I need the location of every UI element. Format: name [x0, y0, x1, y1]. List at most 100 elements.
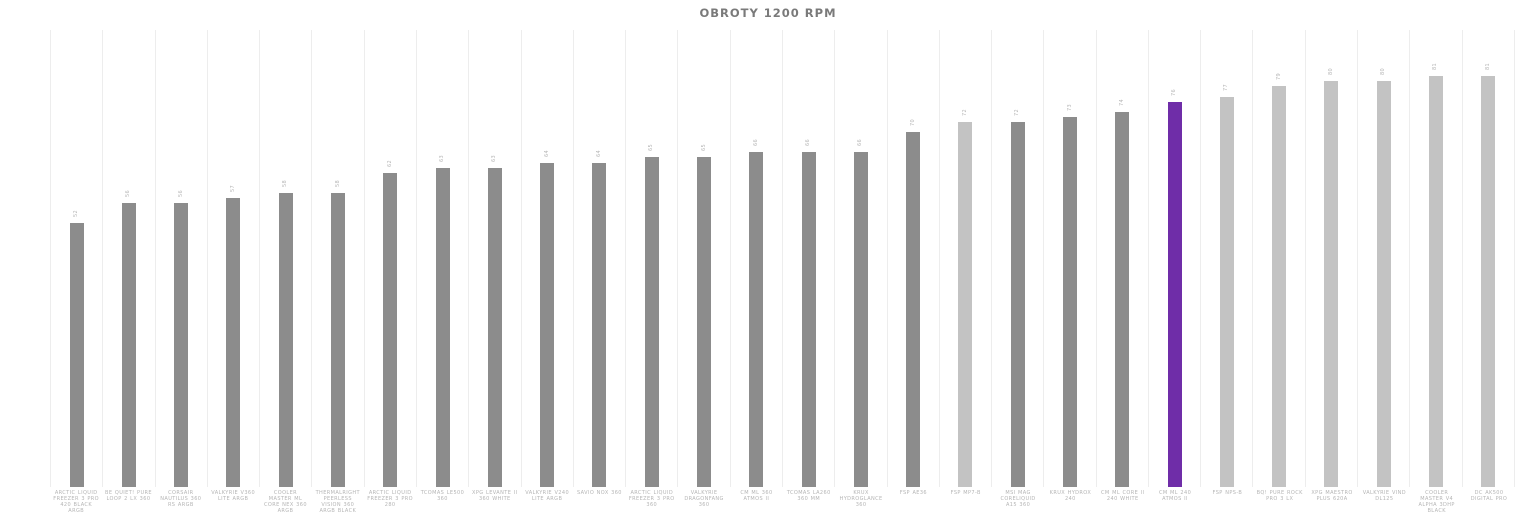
category-label: VALKYRIE V360 LITE ARGB: [211, 490, 256, 502]
chart-column: 62: [363, 30, 416, 487]
chart-column: 80: [1304, 30, 1357, 487]
category-label: KRUX HYDROX 240: [1049, 490, 1092, 502]
bar: [1219, 97, 1234, 487]
chart-column: 72: [991, 30, 1043, 487]
bar: [487, 168, 502, 487]
bar: [749, 152, 764, 487]
bar-value-label: 64: [543, 150, 550, 157]
category-label: BQ! PURE ROCK PRO 3 LX: [1256, 490, 1303, 502]
chart-column: 80: [1357, 30, 1409, 487]
bar: [1115, 112, 1130, 487]
category-label: VALKYRIE V240 LITE ARGB: [525, 490, 570, 502]
bar: [906, 132, 921, 487]
bar-value-label: 65: [700, 144, 707, 151]
bar: [383, 173, 398, 487]
category-label: TCOMAS LE500 360: [420, 490, 465, 502]
category-label: CM ML CORE II 240 WHITE: [1101, 490, 1145, 502]
bar: [592, 163, 607, 487]
category-label: VALKYRIE VIND DL125: [1362, 490, 1407, 502]
category-label: CORSAIR NAUTILUS 360 RS ARGB: [160, 490, 202, 508]
bar-value-label: 58: [282, 180, 289, 187]
bar-value-label: 80: [1327, 68, 1334, 75]
bar: [278, 193, 293, 487]
chart-column: 81: [1461, 30, 1515, 487]
chart-column: 65: [677, 30, 729, 487]
chart-column: 79: [1252, 30, 1304, 487]
chart-column: 64: [572, 30, 625, 487]
category-axis: ARCTIC LIQUID FREEZER 3 PRO 420 BLACK AR…: [50, 489, 1515, 513]
category-label: FSP AE36: [899, 490, 928, 496]
bar-value-label: 77: [1223, 84, 1230, 91]
category-label: XPG MAESTRO PLUS 620A: [1311, 490, 1353, 502]
bar: [1062, 117, 1077, 487]
bar-value-label: 66: [752, 139, 759, 146]
category-label: COOLER MASTER V4 ALPHA 3DHP BLACK: [1418, 490, 1455, 513]
category-label: FSP MP7-B: [950, 490, 981, 496]
chart-column: 74: [1095, 30, 1148, 487]
bar-value-label: 80: [1380, 68, 1387, 75]
bar-value-label: 76: [1171, 89, 1178, 96]
bar-value-label: 81: [1484, 63, 1491, 70]
plot-area: 52 56 56 57 58 58 62 63 63 64 64: [50, 30, 1515, 487]
chart-column: 77: [1200, 30, 1252, 487]
category-label: ARCTIC LIQUID FREEZER 3 PRO 280: [367, 490, 413, 508]
chart-column: 66: [729, 30, 782, 487]
category-label: TCOMAS LA260 360 MM: [786, 490, 831, 502]
chart-column: 66: [834, 30, 886, 487]
bar-value-label: 52: [73, 210, 80, 217]
category-label: MSI MAG CORELIQUID A15 360: [1000, 490, 1036, 508]
bar: [226, 198, 241, 487]
bar-value-label: 56: [125, 190, 132, 197]
category-label: SAVIO NOX 360: [576, 490, 622, 496]
bar-value-label: 63: [491, 155, 498, 162]
chart-column: 65: [625, 30, 677, 487]
chart-column: 76: [1147, 30, 1200, 487]
chart-column: 58: [259, 30, 311, 487]
bar-value-label: 66: [857, 139, 864, 146]
bar-value-label: 65: [648, 144, 655, 151]
bar-value-label: 64: [595, 150, 602, 157]
bar-value-label: 66: [805, 139, 812, 146]
bar-value-label: 70: [909, 119, 916, 126]
bar: [644, 157, 659, 487]
chart-column: 66: [781, 30, 834, 487]
bar: [958, 122, 973, 487]
bar-value-label: 58: [334, 180, 341, 187]
category-label: VALKYRIE DRAGONFANG 360: [684, 490, 724, 508]
bar-value-label: 79: [1275, 73, 1282, 80]
bar: [435, 168, 450, 487]
bar: [1481, 76, 1496, 487]
bar-value-label: 63: [439, 155, 446, 162]
chart-column: 81: [1409, 30, 1461, 487]
bar: [174, 203, 189, 487]
bar: [1167, 102, 1182, 487]
chart-column: 63: [415, 30, 468, 487]
chart-title: OBROTY 1200 RPM: [699, 6, 837, 20]
category-label: BE QUIET! PURE LOOP 2 LX 360: [105, 490, 152, 502]
bar-value-label: 73: [1066, 104, 1073, 111]
category-label: THERMALRIGHT PEERLESS VISION 360 ARGB BL…: [315, 490, 360, 513]
chart-column: 57: [206, 30, 259, 487]
bar: [1010, 122, 1025, 487]
bar-value-label: 62: [386, 160, 393, 167]
category-label: DC AK500 DIGITAL PRO: [1470, 490, 1508, 502]
bar: [1324, 81, 1339, 487]
bar-value-label: 72: [1014, 109, 1021, 116]
bar: [801, 152, 816, 487]
bar-value-label: 57: [229, 185, 236, 192]
chart-column: 56: [154, 30, 207, 487]
category-label: FSP NPS-B: [1212, 490, 1243, 496]
bar: [697, 157, 712, 487]
bar: [121, 203, 136, 487]
bar: [853, 152, 868, 487]
chart-column: 56: [102, 30, 154, 487]
category-label: ARCTIC LIQUID FREEZER 3 PRO 420 BLACK AR…: [53, 490, 100, 513]
category-label: COOLER MASTER ML CORE NEX 360 ARGB: [264, 490, 307, 513]
bar-value-label: 74: [1118, 99, 1125, 106]
bar: [1428, 76, 1443, 487]
category-label: XPG LEVANTE II 360 WHITE: [472, 490, 518, 502]
category-label: ARCTIC LIQUID FREEZER 3 PRO 360: [628, 490, 675, 508]
category-label: KRUX HYDROGLANCE 360: [839, 490, 883, 508]
bar: [331, 193, 346, 487]
